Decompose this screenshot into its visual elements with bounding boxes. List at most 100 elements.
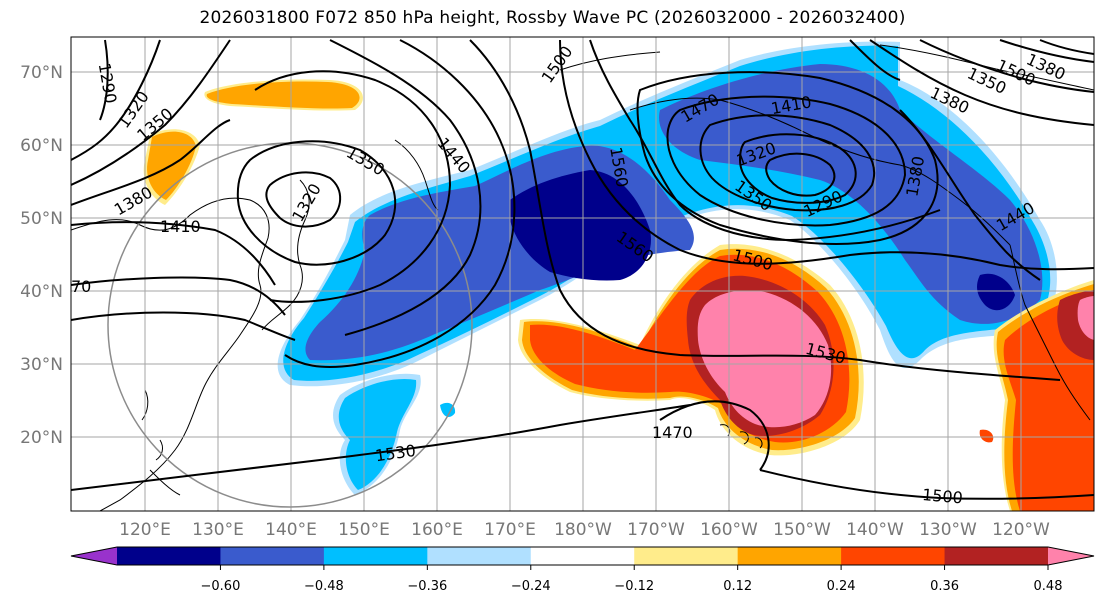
lon-label: 130°W [919, 520, 977, 540]
map-frame [70, 36, 1095, 512]
contour-line [699, 114, 876, 212]
colorbar-tick-label: 0.24 [827, 579, 856, 594]
contour-line [849, 39, 901, 81]
contour-line [284, 39, 516, 368]
colorbar-segment [634, 547, 739, 565]
contour-line [469, 39, 1061, 381]
lon-label: 170°E [484, 520, 536, 540]
contour-line [265, 171, 342, 228]
colorbar-segment [530, 547, 635, 565]
colorbar-extend-max [1048, 547, 1094, 565]
contour-line [236, 140, 397, 266]
shade-red-orange [979, 429, 994, 443]
lat-label: 70°N [20, 63, 63, 83]
contour-line [71, 404, 691, 491]
contour-line [738, 133, 857, 204]
colorbar-tick-label: −0.48 [304, 579, 344, 594]
lon-label: 160°E [411, 520, 463, 540]
colorbar-segment [427, 547, 532, 565]
lon-label: 140°W [846, 520, 904, 540]
coastline-na-west [1009, 244, 1091, 421]
contour-line [71, 276, 286, 316]
coastline-islands [141, 389, 181, 496]
contour-line [919, 39, 1094, 93]
colorbar-tick-label: 0.36 [930, 579, 959, 594]
lon-label: 160°W [700, 520, 758, 540]
contour-label: 1500 [538, 42, 577, 86]
lon-label: 180°W [554, 520, 612, 540]
lon-label: 120°E [119, 520, 171, 540]
map-title: 2026031800 F072 850 hPa height, Rossby W… [199, 8, 906, 28]
shade-orange [206, 81, 360, 109]
contour-line [899, 109, 1041, 281]
longitude-labels: 120°E 130°E 140°E 150°E 160°E 170°E 180°… [119, 520, 1050, 540]
contour-line [636, 71, 939, 245]
contour-line [589, 39, 941, 242]
contour-line [99, 39, 109, 121]
contour-line [559, 39, 1094, 271]
coastline-alaska [629, 97, 1011, 246]
contour-line [1039, 39, 1094, 55]
colorbar-tick-label: 0.12 [723, 579, 752, 594]
colorbar-tick-label: −0.36 [407, 579, 447, 594]
map-area [71, 37, 1094, 511]
contour-line [254, 70, 452, 303]
contour-line [759, 469, 1094, 500]
lon-label: 120°W [992, 520, 1050, 540]
shade-navy [510, 170, 651, 281]
lon-label: 150°E [338, 520, 390, 540]
contour-line [659, 400, 770, 471]
lat-label: 20°N [20, 428, 63, 448]
colorbar-segment [841, 547, 946, 565]
contour-line [329, 39, 482, 336]
lon-label: 140°E [265, 520, 317, 540]
colorbar-segment [737, 547, 842, 565]
colorbar-segment [944, 547, 1049, 565]
shade-navy [977, 273, 1015, 311]
lat-label: 50°N [20, 209, 63, 229]
contour-label: 1500 [921, 485, 963, 507]
contour-line [71, 39, 161, 161]
shade-blue [440, 402, 456, 417]
contour-label: 1290 [95, 62, 121, 105]
contour-line [765, 152, 836, 197]
gridlines [71, 37, 1094, 511]
coastline-kamchatka [394, 139, 439, 211]
colorbar-ticks: −0.60 −0.48 −0.36 −0.24 −0.12 0.12 0.24 0.36 0.4… [201, 565, 1063, 594]
contour-line [71, 221, 276, 286]
colorbar-tick-label: 0.48 [1034, 579, 1063, 594]
coastline-north [559, 44, 1094, 91]
lat-label: 60°N [20, 136, 63, 156]
contour-line [71, 39, 231, 186]
colorbar-segment [323, 547, 428, 565]
coastline-japan [261, 179, 310, 331]
lon-label: 150°W [773, 520, 831, 540]
contour-label: 1350 [343, 143, 388, 180]
contour-line [869, 39, 1094, 126]
lon-label: 170°W [627, 520, 685, 540]
colorbar-tick-label: −0.60 [201, 579, 241, 594]
colorbar-extend-min [71, 547, 117, 565]
contour-line [666, 95, 907, 227]
coastline-asia [71, 197, 270, 511]
colorbar-segment [117, 547, 221, 565]
contour-label: 70 [71, 277, 91, 296]
contour-label: 1470 [652, 423, 693, 442]
shade-blue [338, 378, 417, 490]
colorbar: −0.60 −0.48 −0.36 −0.24 −0.12 0.12 0.24 0.36 0.4… [70, 546, 1095, 594]
lon-label: 130°E [192, 520, 244, 540]
shade-royal-blue [659, 64, 1043, 324]
coastlines [71, 44, 1094, 511]
colorbar-segment [220, 547, 325, 565]
colorbar-tick-label: −0.12 [614, 579, 654, 594]
lat-label: 30°N [20, 355, 63, 375]
contour-line [71, 119, 231, 206]
lat-label: 40°N [20, 282, 63, 302]
colorbar-segments [71, 547, 1094, 565]
latitude-labels: 70°N 60°N 50°N 40°N 30°N 20°N [20, 63, 63, 448]
contour-label: 1410 [160, 217, 201, 236]
height-contours [71, 39, 1094, 500]
colorbar-outline [70, 546, 1095, 566]
colorbar-tick-label: −0.24 [511, 579, 551, 594]
